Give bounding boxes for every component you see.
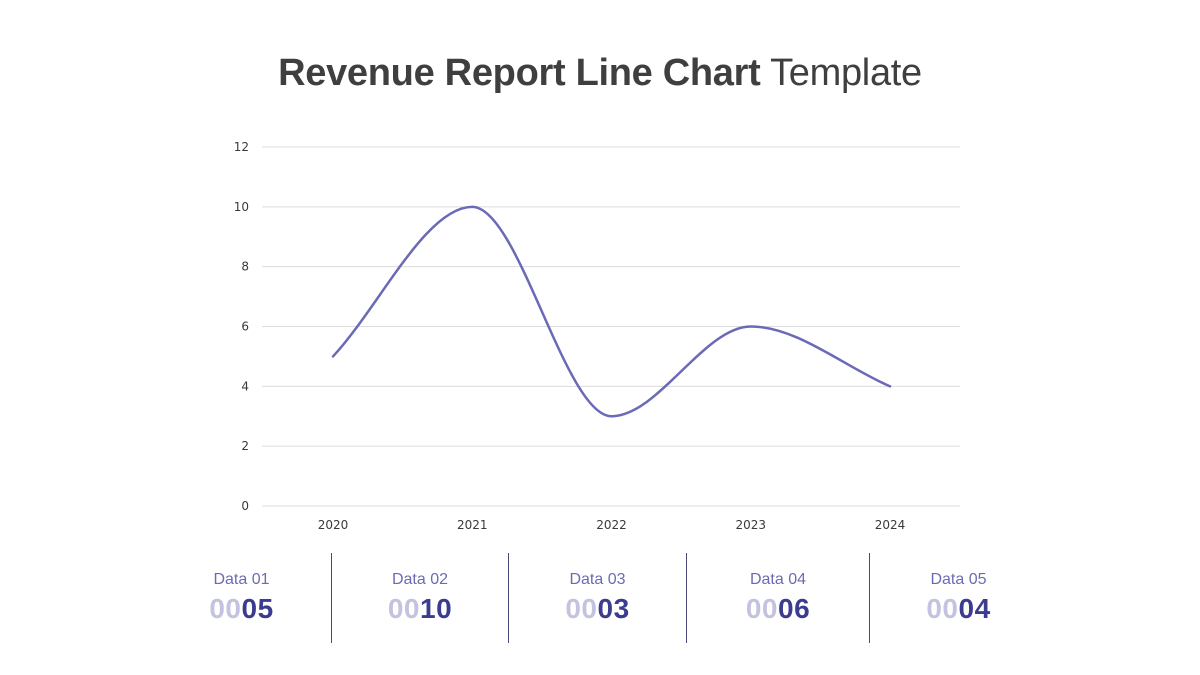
stat-card: Data 01 0005 [152, 553, 331, 645]
stat-value-pad: 00 [565, 593, 598, 624]
y-tick-label: 8 [241, 260, 249, 274]
stat-value: 0004 [870, 593, 1047, 625]
x-tick-label: 2020 [318, 518, 349, 532]
x-tick-label: 2021 [457, 518, 488, 532]
stat-label: Data 03 [569, 571, 626, 588]
stat-value-number: 10 [420, 593, 453, 624]
stat-value-number: 03 [597, 593, 630, 624]
chart-grid [262, 146, 960, 507]
x-axis-ticks: 2020 2021 2022 2023 2024 [318, 518, 906, 532]
stat-card: Data 05 0004 [870, 553, 1047, 645]
page-title: Revenue Report Line Chart Template [0, 52, 1200, 95]
title-light: Template [770, 52, 922, 94]
stat-value-pad: 00 [745, 593, 778, 624]
stat-divider [331, 553, 332, 643]
y-tick-label: 6 [241, 320, 249, 334]
y-tick-label: 4 [241, 379, 249, 393]
x-tick-label: 2022 [596, 518, 627, 532]
stat-value-number: 05 [241, 593, 274, 624]
title-bold: Revenue Report Line Chart [278, 52, 761, 94]
y-tick-label: 12 [234, 140, 249, 154]
series-line [331, 205, 892, 418]
stat-value-pad: 00 [926, 593, 959, 624]
stat-value: 0003 [509, 593, 686, 625]
stat-label: Data 01 [213, 571, 270, 588]
y-axis-ticks: 0 2 4 6 8 10 12 [234, 140, 249, 513]
stat-divider [686, 553, 687, 643]
stat-divider [869, 553, 870, 643]
stat-value: 0005 [152, 593, 331, 625]
stat-value-number: 04 [958, 593, 991, 624]
stats-row: Data 01 0005 Data 02 0010 Data 03 0003 D… [152, 553, 1047, 645]
x-tick-label: 2024 [875, 518, 906, 532]
stat-divider [508, 553, 509, 643]
stat-card: Data 04 0006 [687, 553, 869, 645]
chart-lines [331, 205, 892, 418]
stat-label: Data 02 [391, 571, 449, 588]
stat-value-pad: 00 [387, 593, 420, 624]
x-tick-label: 2023 [735, 518, 766, 532]
y-tick-label: 10 [234, 200, 249, 214]
stat-value-number: 06 [778, 593, 811, 624]
stat-label: Data 05 [930, 571, 987, 588]
stat-card: Data 03 0003 [509, 553, 686, 645]
y-tick-label: 2 [241, 439, 249, 453]
stat-value: 0006 [687, 593, 869, 625]
stat-label: Data 04 [749, 571, 807, 588]
stat-value-pad: 00 [209, 593, 242, 624]
stat-card: Data 02 0010 [332, 553, 508, 645]
y-tick-label: 0 [241, 499, 249, 513]
stat-value: 0010 [332, 593, 508, 625]
